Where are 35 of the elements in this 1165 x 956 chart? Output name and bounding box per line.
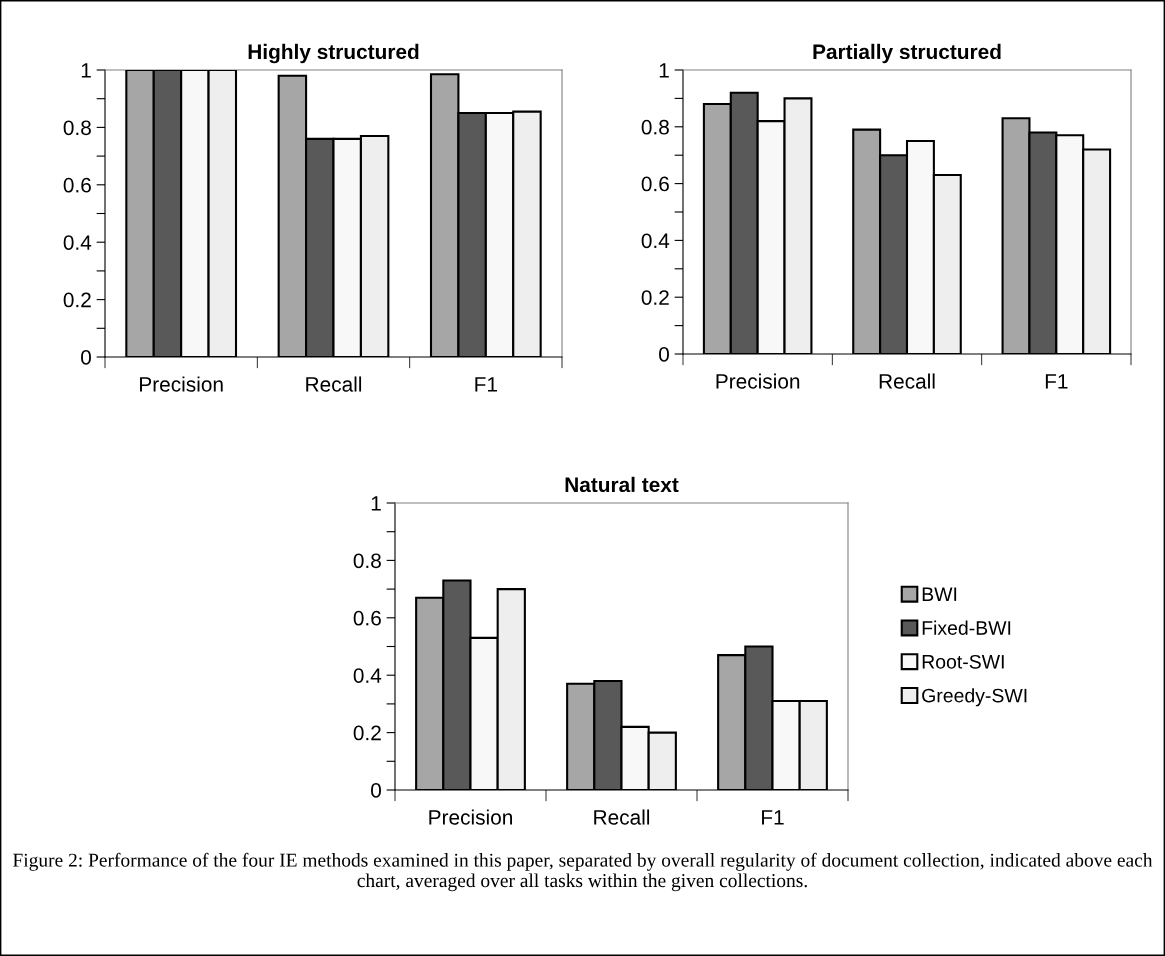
y-tick-label: 1 [659,63,669,78]
chart-title: Partially structured [813,43,1001,64]
y-tick-label: 0.4 [641,233,670,249]
x-tick-label: Recall [306,376,362,392]
y-tick-label: 0.2 [353,725,381,741]
x-tick-label: Recall [594,809,650,825]
x-tick-label: F1 [1045,374,1068,389]
y-tick-label: 0 [371,783,381,798]
y-tick-label: 0.6 [63,177,91,193]
y-tick-label: 0.8 [353,553,381,569]
x-tick-label: F1 [475,377,497,392]
y-tick-label: 0.6 [641,176,669,192]
legend-label: Greedy-SWI [922,688,1027,707]
x-tick-label: Precision [140,376,223,392]
legend-label: Fixed-BWI [922,620,1011,635]
y-tick-label: 0 [81,350,91,365]
y-tick-label: 0.8 [63,120,91,136]
y-tick-label: 0.8 [641,119,669,135]
y-tick-label: 0.6 [353,610,381,626]
y-tick-label: 0.2 [641,290,669,305]
x-tick-label: Precision [429,809,512,825]
y-tick-label: 0.2 [63,292,91,308]
x-tick-label: Recall [879,373,935,389]
chart-title: Natural text [565,476,679,493]
caption: Figure 2: Performance of the four IE methods examined in this paper, separated by overall regularity of document collection, indicated above each chart, averaged over all tasks within the given collections. [13,852,1153,892]
y-tick-label: 1 [371,496,381,511]
legend-label: Root-SWI [922,654,1004,669]
y-tick-label: 0.4 [353,668,382,683]
x-tick-label: Precision [716,373,800,389]
legend-label: BWI [922,587,957,601]
y-tick-label: 0.4 [63,235,92,250]
y-tick-label: 1 [81,63,91,78]
chart-title: Highly structured [248,43,419,64]
y-tick-label: 0 [659,347,669,362]
x-tick-label: F1 [762,810,784,825]
